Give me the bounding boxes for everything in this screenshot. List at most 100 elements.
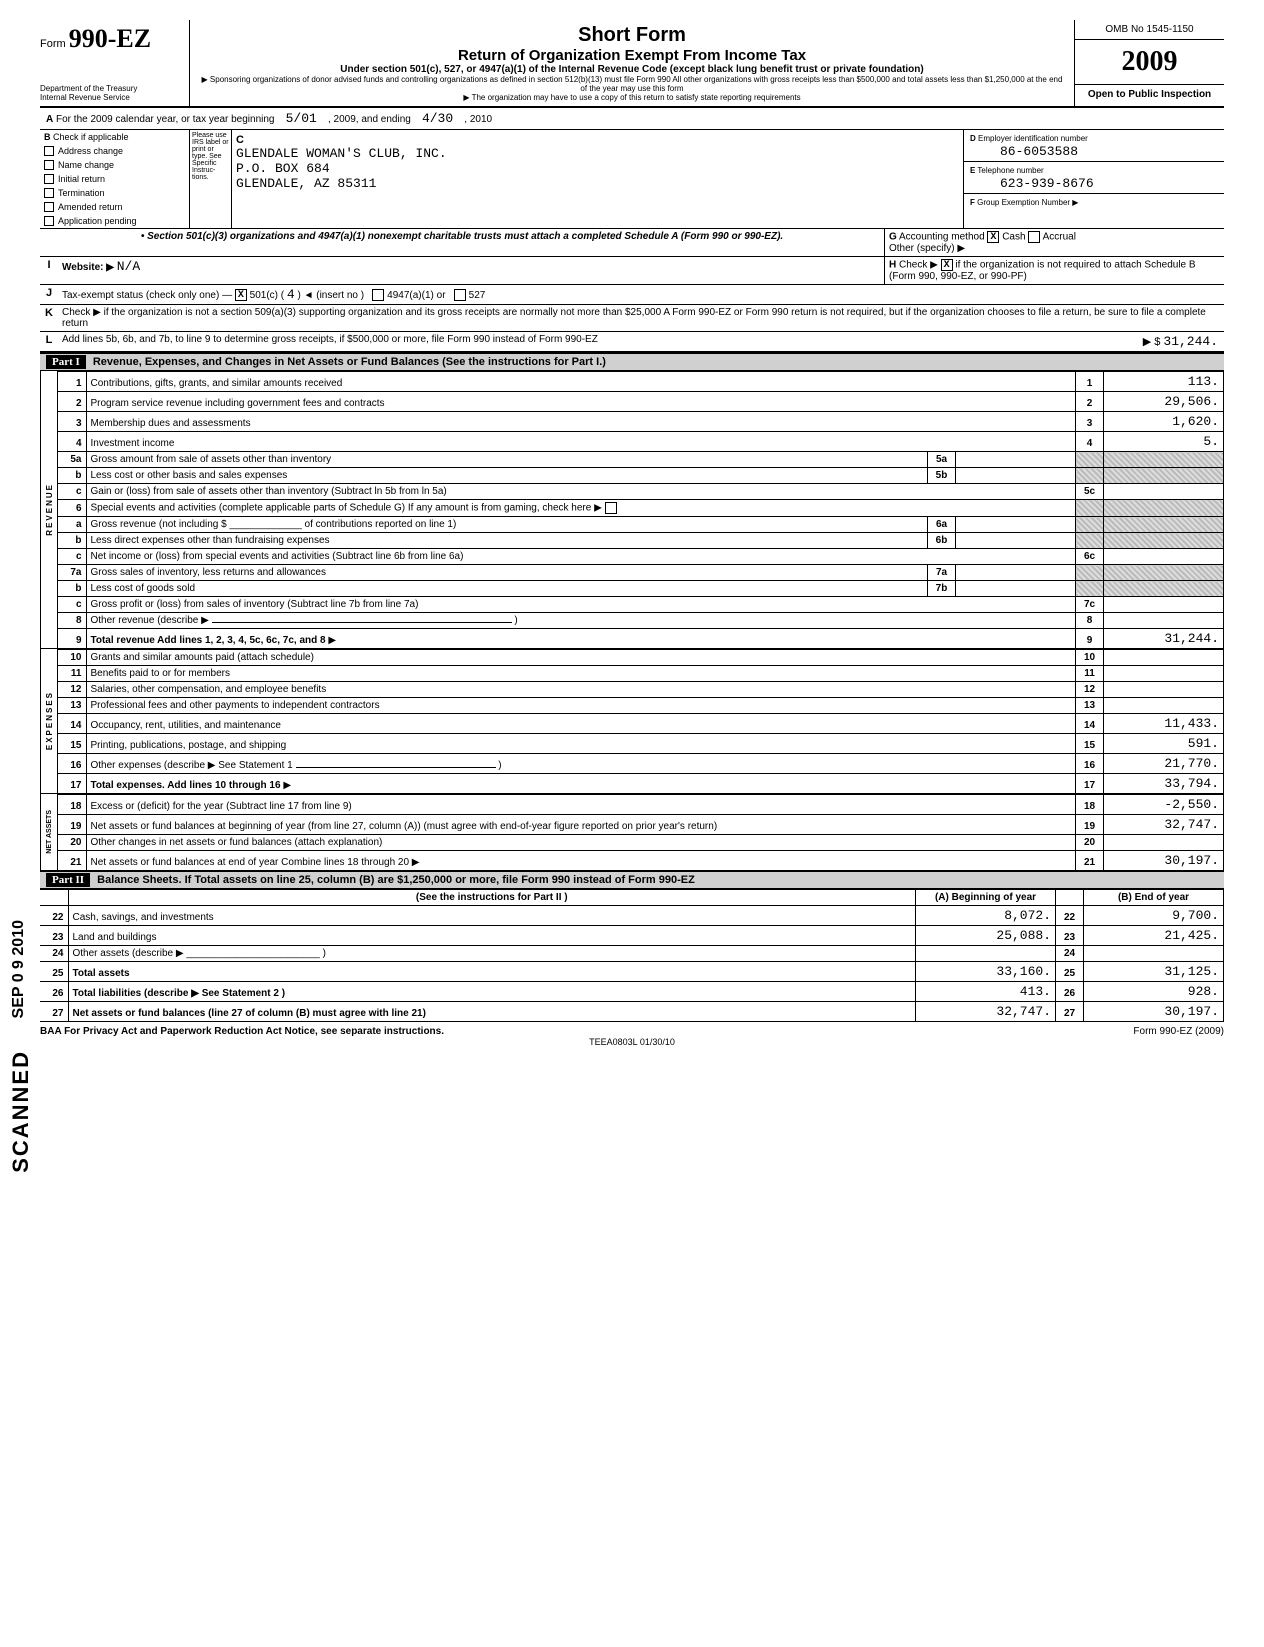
d-head: Employer identification number (978, 134, 1088, 143)
org-addr2: GLENDALE, AZ 85311 (236, 176, 959, 191)
block-bcdef: B Check if applicable Address change Nam… (40, 130, 1224, 229)
label-f: F (970, 198, 975, 207)
cb-address-change[interactable] (44, 146, 54, 156)
part1-label: Part I (46, 355, 86, 369)
row-l: L Add lines 5b, 6b, and 7b, to line 9 to… (40, 332, 1224, 353)
line7b-desc: Less cost of goods sold (86, 581, 928, 597)
line25-desc: Total assets (73, 968, 130, 979)
part2-instr: (See the instructions for Part II ) (68, 890, 916, 906)
colB-head: (B) End of year (1084, 890, 1224, 906)
label-i: I (40, 257, 58, 284)
org-addr1: P.O. BOX 684 (236, 161, 959, 176)
part2-title: Balance Sheets. If Total assets on line … (97, 874, 695, 886)
line6a-desc: Gross revenue (not including $ _________… (86, 517, 928, 533)
line27-a: 32,747. (916, 1002, 1056, 1022)
cb-527[interactable] (454, 289, 466, 301)
label-k: K (40, 305, 58, 331)
row-k: K Check ▶ if the organization is not a s… (40, 305, 1224, 332)
line26-a: 413. (916, 982, 1056, 1002)
b-sidebar: Please use IRS label or print or type. S… (190, 130, 232, 228)
b-item-5: Application pending (58, 216, 137, 226)
line14-amount: 11,433. (1104, 714, 1224, 734)
line22-desc: Cash, savings, and investments (68, 906, 916, 926)
line1-amount: 113. (1104, 372, 1224, 392)
title-sub: Return of Organization Exempt From Incom… (198, 47, 1066, 64)
j-opt2: 4947(a)(1) or (387, 290, 445, 301)
j-text: Tax-exempt status (check only one) — (62, 290, 232, 301)
form-title-box: Short Form Return of Organization Exempt… (190, 20, 1074, 106)
form-number: 990-EZ (69, 24, 151, 53)
b-item-0: Address change (58, 146, 123, 156)
line6b-desc: Less direct expenses other than fundrais… (86, 533, 928, 549)
dept1: Department of the Treasury (40, 84, 183, 93)
cb-initial-return[interactable] (44, 174, 54, 184)
line18-desc: Excess or (deficit) for the year (Subtra… (86, 795, 1076, 815)
line18-amount: -2,550. (1104, 795, 1224, 815)
label-c: C (236, 134, 244, 146)
l-text: Add lines 5b, 6b, and 7b, to line 9 to d… (58, 332, 1044, 351)
line19-desc: Net assets or fund balances at beginning… (86, 815, 1076, 835)
footer-left: BAA For Privacy Act and Paperwork Reduct… (40, 1026, 444, 1037)
g-other: Other (specify) ▶ (889, 243, 965, 254)
cb-pending[interactable] (44, 216, 54, 226)
line6-desc: Special events and activities (complete … (91, 503, 592, 514)
line3-desc: Membership dues and assessments (86, 412, 1076, 432)
part1-header: Part I Revenue, Expenses, and Changes in… (40, 353, 1224, 371)
j-opt3: 527 (469, 290, 486, 301)
label-a: A (46, 114, 53, 125)
label-b: B (44, 132, 51, 142)
line5a-desc: Gross amount from sale of assets other t… (86, 452, 928, 468)
notice2: ▶ The organization may have to use a cop… (198, 93, 1066, 102)
section-c: C GLENDALE WOMAN'S CLUB, INC. P.O. BOX 6… (232, 130, 964, 228)
line19-amount: 32,747. (1104, 815, 1224, 835)
line2-amount: 29,506. (1104, 392, 1224, 412)
part1-expenses: EXPENSES 10Grants and similar amounts pa… (40, 649, 1224, 794)
h-text: Check ▶ (899, 260, 938, 271)
cb-schedule-b[interactable]: X (941, 259, 953, 271)
line7a-desc: Gross sales of inventory, less returns a… (86, 565, 928, 581)
part1-expenses-table: 10Grants and similar amounts paid (attac… (58, 649, 1224, 794)
f-head: Group Exemption Number ▶ (977, 198, 1078, 207)
b-head: Check if applicable (53, 132, 129, 142)
cb-termination[interactable] (44, 188, 54, 198)
line15-amount: 591. (1104, 734, 1224, 754)
cb-accrual[interactable] (1028, 231, 1040, 243)
line12-desc: Salaries, other compensation, and employ… (86, 682, 1076, 698)
title-main: Short Form (198, 24, 1066, 47)
side-expenses: EXPENSES (45, 691, 54, 750)
line26-b: 928. (1084, 982, 1224, 1002)
b-item-2: Initial return (58, 174, 105, 184)
line9-desc: Total revenue Add lines 1, 2, 3, 4, 5c, … (91, 635, 326, 646)
cb-name-change[interactable] (44, 160, 54, 170)
omb-number: OMB No 1545-1150 (1075, 20, 1224, 40)
side-revenue: REVENUE (45, 483, 54, 536)
line3-amount: 1,620. (1104, 412, 1224, 432)
form-right-box: OMB No 1545-1150 2009 Open to Public Ins… (1074, 20, 1224, 106)
label-j: J (40, 285, 58, 304)
line5b-desc: Less cost or other basis and sales expen… (86, 468, 928, 484)
dept2: Internal Revenue Service (40, 93, 183, 102)
j-cend: ) ◄ (insert no ) (297, 290, 364, 301)
date-stamp: SEP 0 9 2010 (10, 920, 28, 1018)
end-date: 4/30 (422, 111, 453, 126)
notice1: ▶ Sponsoring organizations of donor advi… (198, 75, 1066, 93)
part1-body: REVENUE 1Contributions, gifts, grants, a… (40, 371, 1224, 649)
line16-amount: 21,770. (1104, 754, 1224, 774)
cb-501c[interactable]: X (235, 289, 247, 301)
cb-amended[interactable] (44, 202, 54, 212)
section-def: D Employer identification number 86-6053… (964, 130, 1224, 228)
section-b: B Check if applicable Address change Nam… (40, 130, 190, 228)
cb-cash[interactable]: X (987, 231, 999, 243)
page-footer: BAA For Privacy Act and Paperwork Reduct… (40, 1022, 1224, 1037)
cb-4947[interactable] (372, 289, 384, 301)
cb-gaming[interactable] (605, 502, 617, 514)
line21-desc: Net assets or fund balances at end of ye… (91, 857, 410, 868)
line27-b: 30,197. (1084, 1002, 1224, 1022)
endyear-text: , 2010 (464, 114, 492, 125)
b-item-3: Termination (58, 188, 105, 198)
bullet-501c: • Section 501(c)(3) organizations and 49… (40, 229, 884, 256)
row-i-h: I Website: ▶ N/A H Check ▶ X if the orga… (40, 257, 1224, 285)
tax-year: 2009 (1075, 40, 1224, 85)
line14-desc: Occupancy, rent, utilities, and maintena… (86, 714, 1076, 734)
line16-desc: Other expenses (describe ▶ See Statement… (91, 760, 293, 771)
